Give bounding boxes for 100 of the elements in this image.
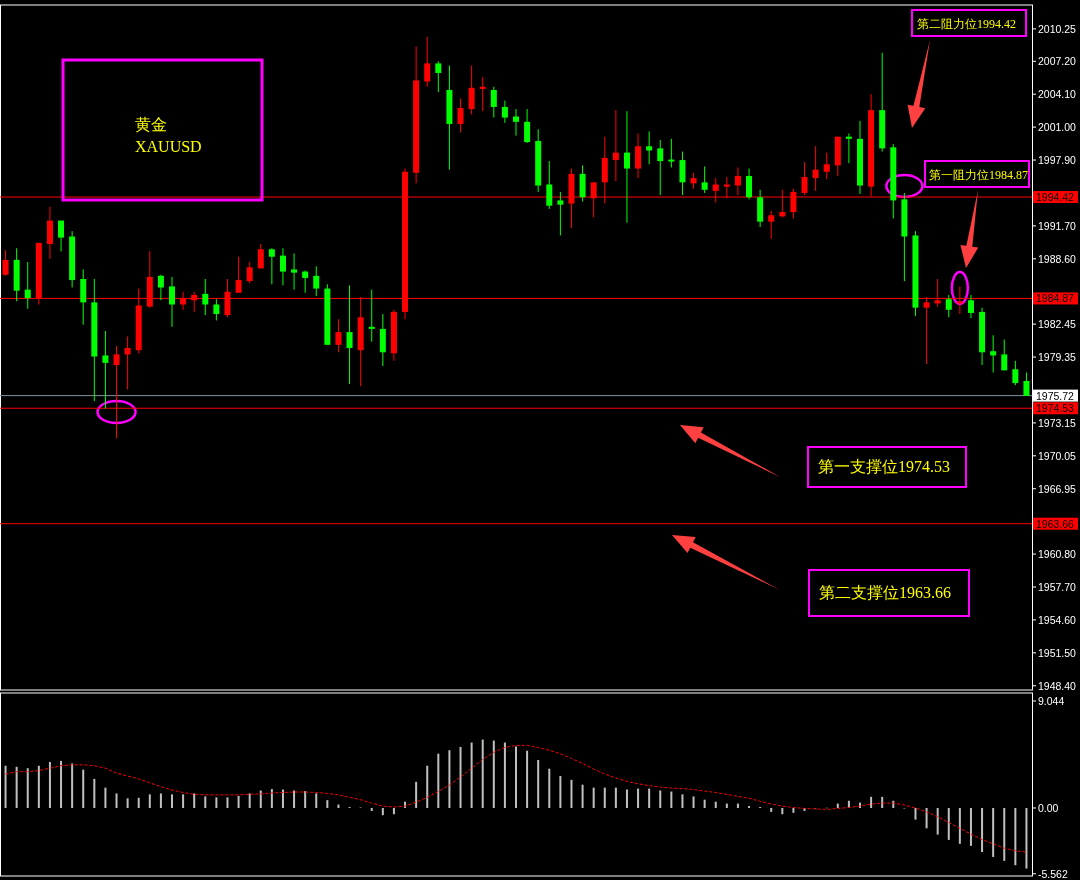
bar xyxy=(293,790,296,808)
bar xyxy=(71,763,74,808)
candlestick xyxy=(291,253,298,291)
bar xyxy=(4,765,7,808)
candlestick xyxy=(668,138,675,168)
annotation: 第一支撑位1974.53 xyxy=(818,458,950,475)
bar xyxy=(148,794,151,808)
candlestick xyxy=(424,36,431,88)
bar xyxy=(182,794,185,808)
candlestick xyxy=(435,60,442,93)
ref-line-label: 1994.42 xyxy=(1036,191,1075,204)
candlestick xyxy=(468,65,475,115)
y-tick-label: 1997.90 xyxy=(1038,154,1077,167)
bar xyxy=(82,769,85,808)
candlestick xyxy=(246,261,253,284)
annotation: 第二阻力位1994.42 xyxy=(917,17,1016,31)
candlestick xyxy=(579,164,586,202)
candlestick xyxy=(102,330,109,410)
candlestick xyxy=(58,220,65,252)
bar xyxy=(226,797,229,808)
bar xyxy=(1003,807,1006,861)
bar xyxy=(981,807,984,853)
bar xyxy=(381,807,384,816)
bar xyxy=(470,742,473,808)
y-tick-label: 2004.10 xyxy=(1038,88,1077,101)
candlestick xyxy=(490,86,497,119)
bar xyxy=(947,807,950,840)
ref-line-label: 1975.72 xyxy=(1036,389,1075,402)
bar xyxy=(614,787,617,808)
bar xyxy=(137,797,140,808)
bar xyxy=(925,807,928,829)
y-tick-label: 1988.60 xyxy=(1038,252,1077,265)
bar xyxy=(437,753,440,808)
candlestick xyxy=(746,168,753,200)
annotation: 第一阻力位1984.87 xyxy=(929,168,1028,182)
y-tick-label: 1954.60 xyxy=(1038,613,1077,626)
bar xyxy=(48,761,51,808)
candlestick xyxy=(268,247,275,285)
candlestick xyxy=(46,206,53,260)
bar xyxy=(1014,807,1017,866)
bar xyxy=(126,798,129,808)
bar xyxy=(548,768,551,808)
y-tick-label: 1982.45 xyxy=(1038,318,1077,331)
bar xyxy=(171,794,173,808)
bar xyxy=(426,765,429,808)
bar xyxy=(459,746,462,808)
bar xyxy=(570,779,573,808)
candlestick xyxy=(1012,360,1019,386)
candlestick xyxy=(812,145,819,192)
bar xyxy=(648,788,651,808)
candlestick xyxy=(657,139,664,196)
annotation: 黄金 xyxy=(135,116,167,133)
bar xyxy=(625,789,628,808)
candlestick xyxy=(368,289,375,343)
y-tick-label: 1979.35 xyxy=(1038,351,1077,364)
bar xyxy=(969,807,972,846)
y-tick-label: 1973.15 xyxy=(1038,416,1077,429)
bar xyxy=(581,784,584,808)
ref-line-label: 1974.53 xyxy=(1036,402,1075,415)
bar xyxy=(370,807,373,811)
bar xyxy=(259,790,262,808)
bar xyxy=(415,781,418,808)
candlestick xyxy=(513,108,519,137)
candlestick xyxy=(335,318,342,353)
ref-line-label: 1963.66 xyxy=(1036,517,1075,530)
bar xyxy=(193,793,196,808)
candlestick xyxy=(623,110,630,224)
bar xyxy=(914,807,917,820)
bar xyxy=(315,793,318,808)
candlestick xyxy=(635,133,642,179)
bar xyxy=(115,793,118,808)
candlestick xyxy=(612,109,619,182)
candlestick xyxy=(1001,339,1008,371)
bar xyxy=(992,807,995,857)
bar xyxy=(870,796,873,808)
bar xyxy=(692,796,695,808)
bar xyxy=(714,801,717,808)
candlestick xyxy=(2,249,9,277)
y-tick-label: 1951.50 xyxy=(1038,646,1077,659)
candlestick xyxy=(302,270,309,294)
candlestick xyxy=(457,97,464,133)
candlestick xyxy=(967,294,974,319)
bar xyxy=(770,807,773,812)
candlestick xyxy=(313,265,320,297)
bar xyxy=(37,765,40,808)
candlestick xyxy=(701,165,708,194)
bar xyxy=(592,787,595,808)
bar xyxy=(958,807,961,844)
candlestick xyxy=(1023,371,1030,397)
bar xyxy=(637,788,640,808)
bar xyxy=(448,750,451,808)
bar xyxy=(703,799,706,808)
bar xyxy=(281,789,284,808)
bar xyxy=(670,791,673,808)
bar xyxy=(159,793,162,808)
candlestick xyxy=(157,274,164,301)
bar xyxy=(60,760,63,808)
y-tick-label: 0.00 xyxy=(1038,801,1059,814)
candlestick xyxy=(768,210,775,240)
candlestick xyxy=(990,334,997,373)
